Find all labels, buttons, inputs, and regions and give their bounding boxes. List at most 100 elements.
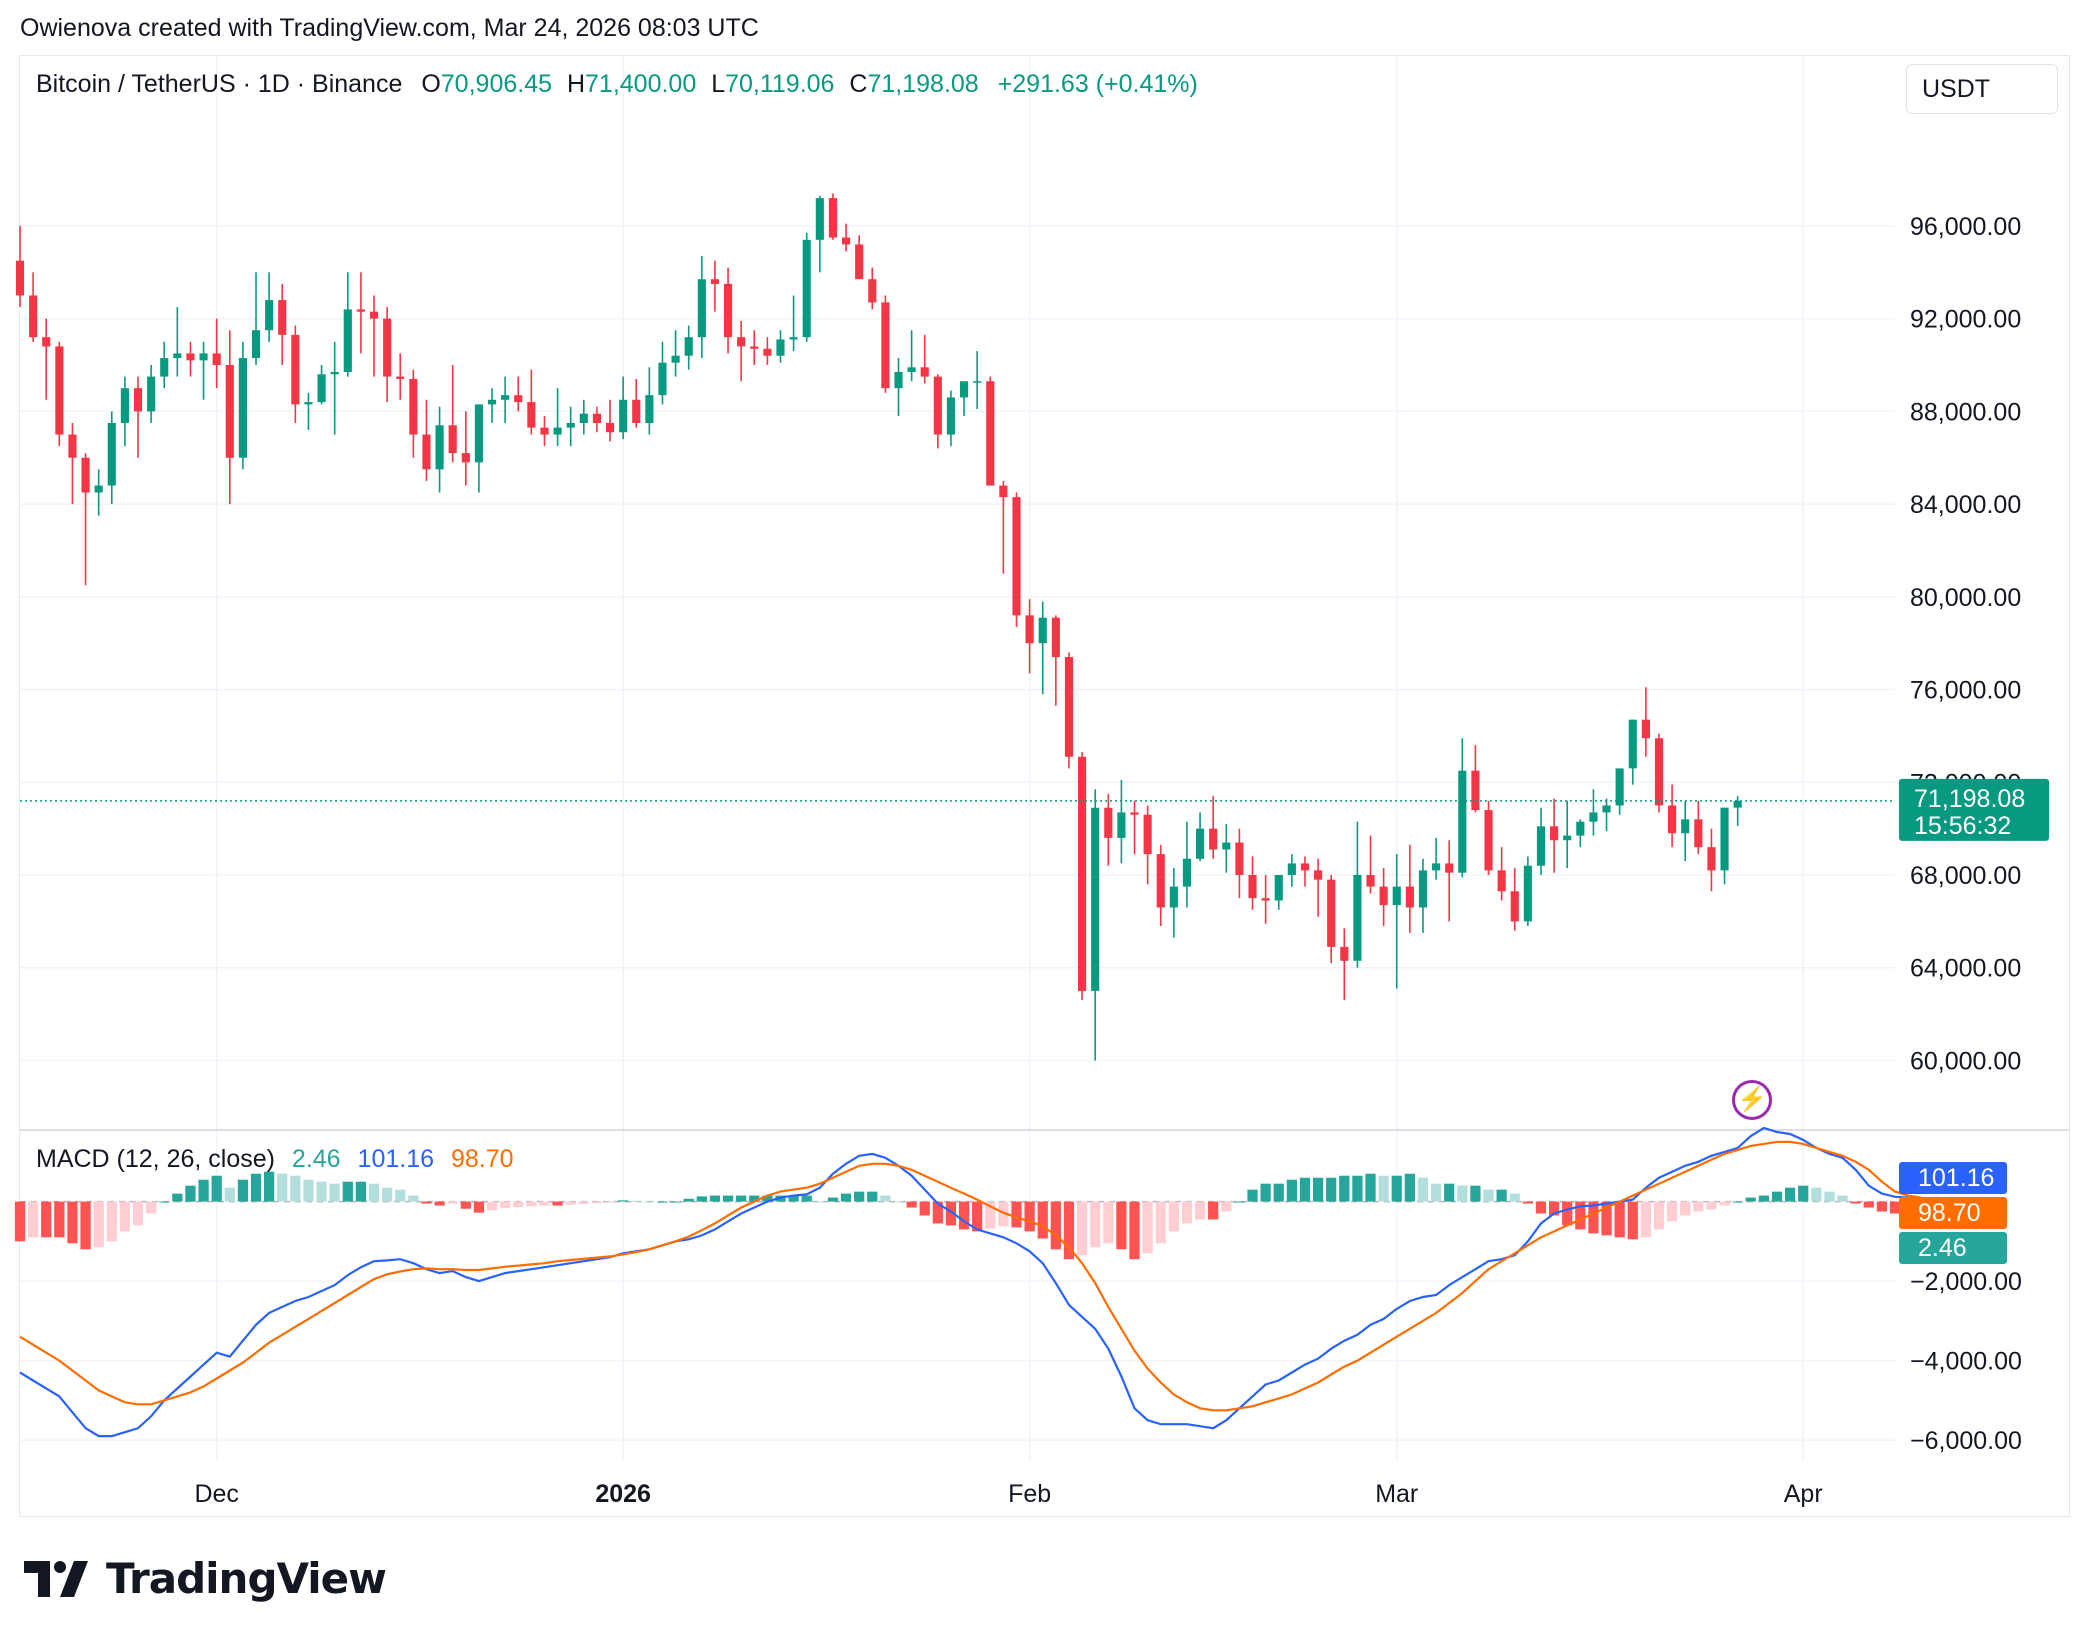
lightning-icon[interactable]: ⚡ [1732, 1080, 1772, 1120]
signal-value-badge-text: 98.70 [1918, 1199, 1981, 1227]
macd-hist-bar [119, 1201, 131, 1232]
candle [1196, 812, 1205, 862]
macd-hist-bar [565, 1201, 576, 1205]
candle [251, 272, 261, 365]
macd-hist-bar [316, 1181, 327, 1202]
macd-title[interactable]: MACD (12, 26, close) [36, 1145, 275, 1173]
candle-body [1091, 807, 1100, 991]
macd-hist-bar [1470, 1185, 1481, 1202]
candle-body [1012, 497, 1021, 616]
candle [1366, 835, 1375, 894]
macd-hist-bar [1863, 1201, 1874, 1208]
candle-body [999, 485, 1008, 498]
macd-hist-bar [1575, 1201, 1586, 1230]
candles [15, 193, 1742, 1061]
macd-hist-bar [1129, 1201, 1140, 1260]
macd-hist-bar [1208, 1201, 1219, 1220]
candle [1300, 856, 1310, 887]
macd-hist-bar [526, 1201, 537, 1207]
macd-hist-bar [919, 1201, 930, 1216]
candle-body [1668, 805, 1677, 834]
macd-hist-bar [460, 1201, 471, 1209]
candle-body [632, 399, 641, 423]
candle [330, 341, 339, 435]
macd-hist-bar [368, 1183, 380, 1202]
candle [697, 256, 706, 359]
time-tick-label: Dec [194, 1480, 238, 1508]
candle-body [1314, 870, 1323, 880]
open-value: 70,906.45 [440, 70, 552, 98]
candle-body [42, 337, 51, 347]
candle-body [1248, 875, 1257, 899]
candle [81, 453, 90, 586]
candle-body [1340, 946, 1349, 961]
candle-body [605, 422, 615, 433]
macd-hist-bar [709, 1195, 721, 1202]
macd-hist-bar [1601, 1201, 1612, 1236]
macd-hist-bar [736, 1195, 747, 1202]
candle [356, 272, 365, 354]
candle [881, 295, 890, 393]
symbol-legend: Bitcoin / TetherUS · 1D · Binance O70,90… [36, 70, 1200, 99]
candle-body [1366, 875, 1375, 887]
candle [448, 365, 457, 463]
time-tick-label: 2026 [595, 1480, 651, 1508]
macd-hist-bar [1299, 1177, 1311, 1202]
currency-selector[interactable]: USDT [1906, 64, 2058, 114]
macd-hist-bar [814, 1201, 825, 1203]
macd-hist-bar [382, 1187, 393, 1202]
candle-body [1235, 842, 1244, 875]
macd-hist-bar [762, 1195, 773, 1202]
macd-hist-bar [1234, 1201, 1245, 1203]
macd-hist-bar [972, 1201, 983, 1232]
candle-body [1274, 875, 1283, 901]
signal-value-badge [1899, 1197, 2007, 1229]
candle-body [409, 378, 418, 435]
macd-hist-bar [827, 1197, 839, 1202]
candle-body [291, 334, 300, 405]
macd-hist-bar [1719, 1201, 1730, 1206]
close-value: 71,198.08 [867, 70, 979, 98]
candle-body [1287, 863, 1296, 875]
candle [1681, 800, 1690, 862]
tradingview-logo-icon [24, 1560, 88, 1597]
hist-value-badge [1899, 1232, 2007, 1264]
candle-body [1589, 812, 1598, 822]
candle [422, 399, 431, 481]
macd-hist-bar [408, 1195, 419, 1202]
candle [1694, 800, 1703, 855]
macd-hist-bar [1273, 1183, 1284, 1202]
candle [1523, 856, 1532, 926]
candle-body [278, 300, 287, 335]
candle [1484, 800, 1493, 875]
open-label: O [421, 70, 441, 98]
candle-body [658, 362, 667, 396]
candle-body [1182, 858, 1192, 887]
candle [1248, 856, 1257, 910]
candle-body [855, 244, 864, 280]
candle-body [330, 371, 339, 375]
price-tick-label: 64,000.00 [1910, 955, 2021, 983]
candle [789, 295, 798, 352]
candle-body [1628, 719, 1637, 769]
candle-body [251, 330, 261, 359]
macd-hist-bar [500, 1201, 511, 1208]
symbol-name[interactable]: Bitcoin / TetherUS · 1D · Binance [36, 70, 403, 98]
candle-body [1458, 770, 1467, 873]
candle [1602, 798, 1611, 831]
macd-hist-bar [1339, 1175, 1350, 1202]
candle [29, 272, 38, 342]
macd-hist-bar [486, 1201, 498, 1211]
candle-body [1602, 805, 1611, 813]
candle-body [1445, 863, 1454, 873]
candle [1563, 800, 1572, 869]
macd-hist-bar [303, 1179, 314, 1202]
macd-hist-bar [447, 1201, 458, 1204]
candle [1510, 868, 1519, 931]
macd-hist-bar [867, 1191, 878, 1202]
low-value: 70,119.06 [725, 70, 835, 98]
candle-body [396, 376, 405, 379]
price-tick-label: 68,000.00 [1910, 862, 2021, 890]
macd-hist-bar [1614, 1201, 1625, 1238]
